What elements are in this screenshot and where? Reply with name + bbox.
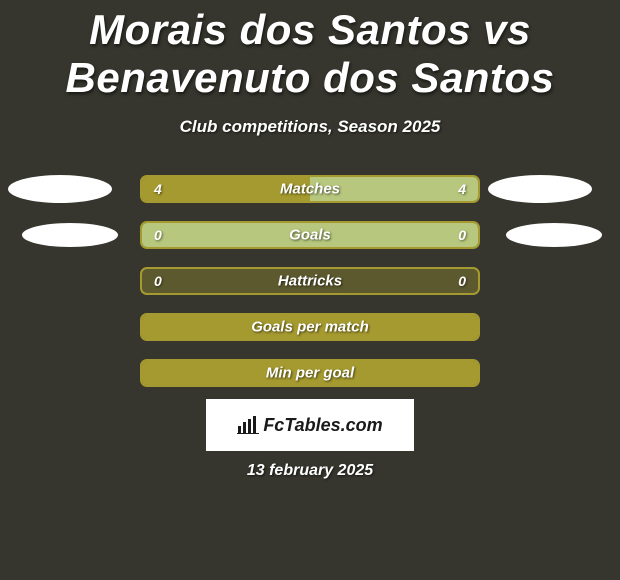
player-marker-right: [488, 175, 592, 203]
date: 13 february 2025: [247, 462, 373, 480]
stat-label: Goals per match: [251, 318, 369, 335]
subtitle: Club competitions, Season 2025: [0, 117, 620, 137]
logo-box: FcTables.com: [206, 399, 414, 451]
stat-label: Hattricks: [278, 272, 342, 289]
stat-row: Matches 4 4: [0, 175, 620, 203]
page-title: Morais dos Santos vs Benavenuto dos Sant…: [0, 0, 620, 103]
stat-value-right: 0: [458, 273, 466, 289]
player-marker-left: [22, 223, 118, 247]
logo-text: FcTables.com: [263, 415, 382, 436]
stat-label: Min per goal: [266, 364, 354, 381]
stat-bar: Matches 4 4: [140, 175, 480, 203]
stat-value-right: 0: [458, 227, 466, 243]
stat-label: Goals: [289, 226, 331, 243]
stat-value-right: 4: [458, 181, 466, 197]
stat-bar: Hattricks 0 0: [140, 267, 480, 295]
stat-bar: Min per goal: [140, 359, 480, 387]
stat-row: Goals per match: [0, 313, 620, 341]
stat-rows: Matches 4 4 Goals 0 0 Hattricks 0 0 Goals per mat…: [0, 175, 620, 387]
player-marker-left: [8, 175, 112, 203]
stat-bar: Goals per match: [140, 313, 480, 341]
barchart-icon: [237, 416, 259, 434]
stat-value-left: 0: [154, 273, 162, 289]
comparison-infographic: Morais dos Santos vs Benavenuto dos Sant…: [0, 0, 620, 580]
stat-value-left: 4: [154, 181, 162, 197]
stat-value-left: 0: [154, 227, 162, 243]
stat-bar: Goals 0 0: [140, 221, 480, 249]
stat-row: Hattricks 0 0: [0, 267, 620, 295]
stat-label: Matches: [280, 180, 340, 197]
stat-row: Goals 0 0: [0, 221, 620, 249]
stat-row: Min per goal: [0, 359, 620, 387]
player-marker-right: [506, 223, 602, 247]
